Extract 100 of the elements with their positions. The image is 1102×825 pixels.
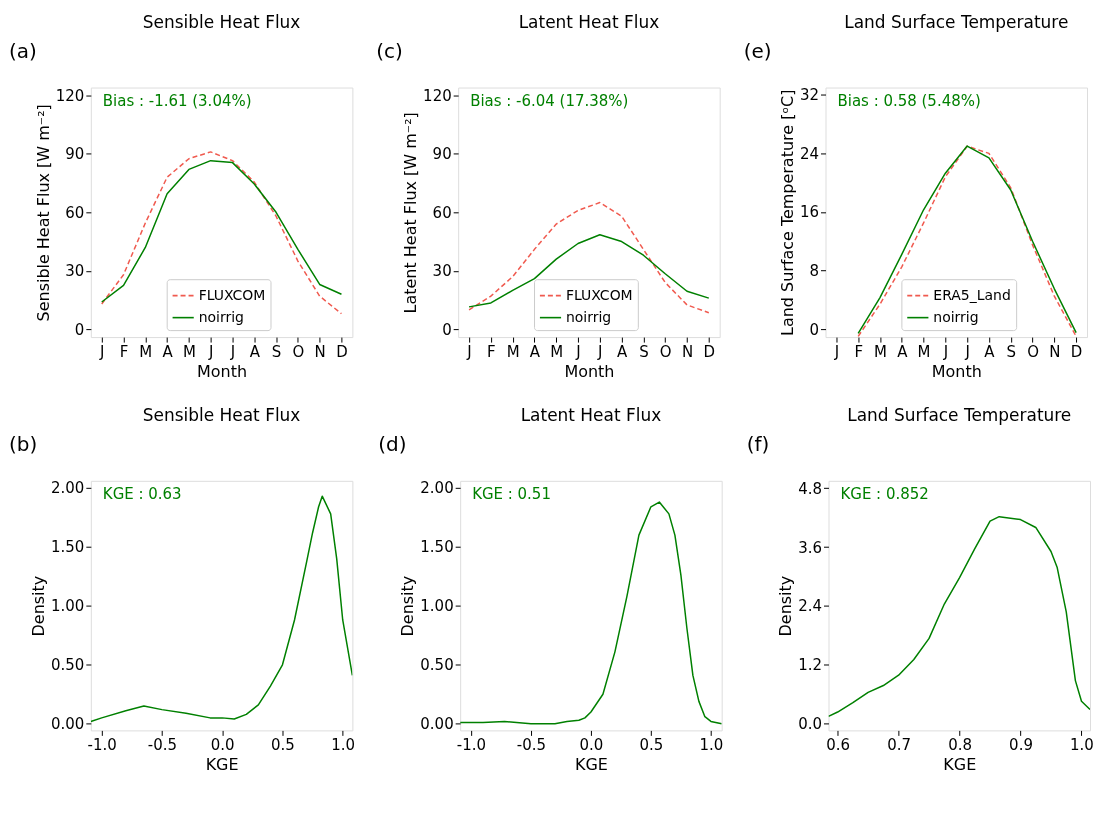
legend-label: FLUXCOM [198,286,266,303]
legend-label: noirrig [933,308,979,325]
legend-label: ERA5_Land [933,286,1011,303]
x-tick-label: 0.0 [579,735,604,754]
y-tick-label: 8 [809,261,820,280]
y-tick-label: 32 [799,86,820,105]
x-axis-title: KGE [943,754,977,774]
x-tick-label: N [1049,342,1061,361]
x-tick-label: A [897,342,909,361]
text: (f) [746,431,770,456]
y-tick-label: 1.00 [420,597,454,616]
chart-title: Sensible Heat Flux [142,11,301,32]
x-tick-label: J [99,342,105,361]
annotation: KGE : 0.63 [102,484,182,503]
legend-label: FLUXCOM [565,286,633,303]
y-axis-title: Sensible Heat Flux [W m⁻²] [33,104,53,322]
chart-title: Land Surface Temperature [847,404,1072,425]
y-tick-label: 2.4 [798,597,823,616]
x-tick-label: S [639,342,649,361]
x-tick-label: J [833,342,840,361]
x-tick-label: F [854,342,863,361]
x-tick-label: 1.0 [1070,735,1094,754]
x-tick-label: J [207,342,214,361]
chart-title: Land Surface Temperature [844,11,1069,32]
y-tick-label: 0 [442,320,452,339]
x-tick-label: A [162,342,174,361]
x-tick-label: O [1027,342,1039,361]
x-tick-label: -1.0 [87,735,117,754]
x-tick-label: A [984,342,996,361]
y-tick-label: 0.00 [420,715,454,734]
line-series [460,501,722,725]
x-tick-label: A [617,342,628,361]
x-tick-label: O [292,342,305,361]
y-tick-label: 30 [432,262,452,281]
x-axis-title: KGE [205,754,239,774]
y-tick-label: 1.50 [420,538,454,557]
y-tick-label: 16 [799,203,820,222]
x-axis-title: KGE [574,754,608,774]
annotation: Bias : -6.04 (17.38%) [470,91,629,110]
text: (d) [378,431,407,456]
y-tick-label: 1.00 [51,597,85,616]
y-axis-title: Density [398,575,418,637]
x-tick-label: J [229,342,236,361]
x-tick-label: J [466,342,472,361]
y-tick-label: 0.0 [798,715,823,734]
x-tick-label: 0.5 [639,735,664,754]
x-tick-label: M [917,342,931,361]
y-tick-label: 3.6 [798,538,823,557]
x-tick-label: D [336,342,348,361]
x-tick-label: N [314,342,326,361]
y-axis-title: Density [776,575,796,637]
y-tick-label: 24 [799,144,820,163]
y-tick-label: 1.50 [51,538,85,557]
line-series [828,515,1091,718]
x-tick-label: 1.0 [331,735,356,754]
x-tick-label: 0.6 [826,735,851,754]
y-tick-label: 90 [432,145,452,164]
x-tick-label: -0.5 [147,735,178,754]
x-tick-label: O [659,342,672,361]
x-tick-label: M [139,342,153,361]
y-tick-label: 4.8 [798,479,823,498]
y-tick-label: 0.00 [51,715,85,734]
x-tick-label: F [119,342,129,361]
x-tick-label: 0.5 [271,735,295,754]
x-axis-title: Month [564,361,615,381]
x-tick-label: J [942,342,949,361]
y-tick-label: 2.00 [420,479,454,498]
x-tick-label: M [182,342,196,361]
x-tick-label: A [249,342,261,361]
y-axis-title: Density [29,575,49,637]
x-tick-label: J [964,342,970,361]
y-axis-title: Latent Heat Flux [W m⁻²] [401,112,421,314]
chart-title: Sensible Heat Flux [142,404,301,425]
x-tick-label: A [529,342,541,361]
legend-label: noirrig [198,308,244,325]
x-tick-label: J [575,342,581,361]
annotation: KGE : 0.51 [472,484,551,503]
y-tick-label: 0 [74,320,85,339]
text: (a) [8,38,37,63]
annotation: KGE : 0.852 [840,484,929,503]
line-series [468,233,710,308]
x-tick-label: N [681,342,694,361]
x-tick-label: M [506,342,520,361]
y-tick-label: 60 [432,203,452,222]
x-tick-label: S [1006,342,1017,361]
text: (b) [8,431,38,456]
y-tick-label: 0.50 [51,656,85,675]
x-tick-label: 0.9 [1009,735,1033,754]
text: (e) [743,38,772,63]
x-tick-label: M [874,342,887,361]
legend-label: noirrig [565,308,612,325]
y-tick-label: 60 [65,203,85,222]
x-tick-label: -0.5 [516,735,547,754]
y-tick-label: 90 [65,145,85,164]
y-tick-label: 1.2 [798,656,823,675]
text: (c) [376,38,403,63]
x-axis-title: Month [931,361,982,381]
chart-title: Latent Heat Flux [518,11,660,32]
x-tick-label: 0.8 [948,735,972,754]
chart-title: Latent Heat Flux [520,404,662,425]
